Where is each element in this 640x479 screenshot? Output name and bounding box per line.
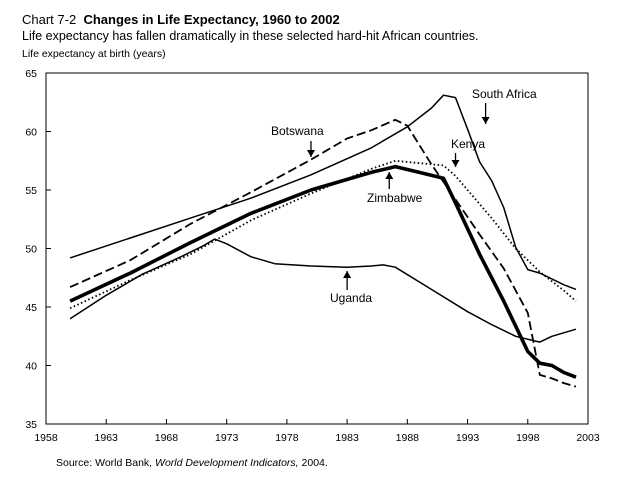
kenya-line xyxy=(69,159,577,310)
south-africa-line xyxy=(69,94,577,291)
x-tick-label: 1973 xyxy=(215,432,239,444)
chart-title: Changes in Life Expectancy, 1960 to 2002 xyxy=(83,12,340,27)
y-tick-label: 45 xyxy=(25,302,37,314)
chart-number: Chart 7-2 xyxy=(22,12,77,27)
x-tick-label: 1998 xyxy=(516,432,540,444)
x-tick-label: 1968 xyxy=(155,432,179,444)
x-tick-label: 2003 xyxy=(576,432,600,444)
south-africa-arrow xyxy=(481,103,490,124)
y-axis-label: Life expectancy at birth (years) xyxy=(22,48,166,60)
zimbabwe-line xyxy=(69,164,577,379)
y-tick-label: 55 xyxy=(25,185,37,197)
botswana-line xyxy=(69,118,577,388)
uganda-arrow xyxy=(343,271,352,290)
zimbabwe-arrow xyxy=(385,172,394,189)
kenya-arrow xyxy=(451,153,460,167)
south-africa-label: South Africa xyxy=(472,87,537,101)
y-tick-label: 40 xyxy=(25,361,37,373)
chart-title-line: Chart 7-2 Changes in Life Expectancy, 19… xyxy=(22,12,340,27)
zimbabwe-label: Zimbabwe xyxy=(367,191,423,205)
source-suffix: 2004. xyxy=(298,457,328,469)
x-tick-label: 1978 xyxy=(275,432,299,444)
source-prefix: Source: World Bank, xyxy=(56,457,156,469)
chart-subtitle: Life expectancy has fallen dramatically … xyxy=(22,29,479,43)
botswana-arrow xyxy=(306,141,315,157)
y-tick-label: 65 xyxy=(25,68,37,80)
y-tick-label: 35 xyxy=(25,419,37,431)
source-title: World Development Indicators, xyxy=(155,457,299,469)
kenya-label: Kenya xyxy=(451,137,485,151)
uganda-line xyxy=(69,238,577,343)
x-tick-label: 1988 xyxy=(396,432,420,444)
uganda-label: Uganda xyxy=(330,291,372,305)
x-tick-label: 1993 xyxy=(456,432,480,444)
source-note: Source: World Bank, World Development In… xyxy=(56,457,328,469)
x-tick-label: 1983 xyxy=(335,432,359,444)
x-tick-label: 1963 xyxy=(95,432,119,444)
botswana-label: Botswana xyxy=(271,124,324,138)
y-tick-label: 60 xyxy=(25,127,37,139)
y-tick-label: 50 xyxy=(25,244,37,256)
x-tick-label: 1958 xyxy=(34,432,58,444)
